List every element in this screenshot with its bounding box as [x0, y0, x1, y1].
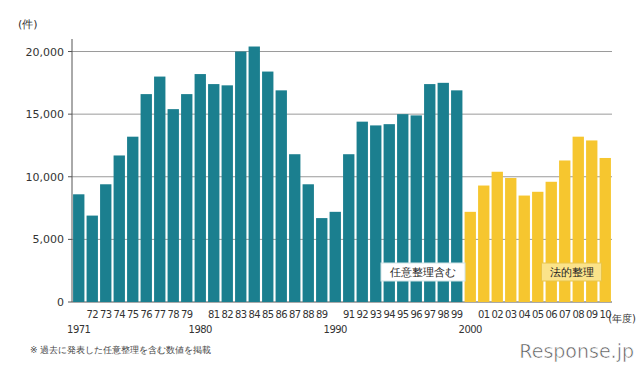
bar	[519, 196, 530, 302]
x-tick-label: 89	[316, 309, 328, 320]
series-label: 法的整理	[550, 266, 594, 279]
bar	[465, 212, 476, 302]
bar	[532, 192, 543, 302]
x-tick-label: 98	[437, 309, 449, 320]
x-tick-label: 82	[221, 309, 233, 320]
grid-line	[72, 302, 612, 303]
y-tick-label: 0	[57, 296, 64, 309]
bar	[343, 154, 354, 302]
bar	[208, 84, 219, 302]
bar	[492, 172, 503, 302]
bar	[303, 184, 314, 302]
y-tick-label: 20,000	[26, 46, 65, 59]
bar	[87, 216, 98, 302]
x-tick-label: 72	[86, 309, 98, 320]
bar	[478, 186, 489, 302]
x-tick-label: 04	[518, 309, 530, 320]
x-tick-label: 96	[410, 309, 422, 320]
y-axis-line	[72, 39, 73, 302]
tick-mark	[68, 239, 72, 240]
bar	[357, 122, 368, 302]
x-axis-title: (年度)	[608, 313, 636, 324]
x-tick-label: 73	[100, 309, 112, 320]
bar	[73, 194, 84, 302]
x-tick-label: 07	[559, 309, 571, 320]
tick-mark	[68, 114, 72, 115]
x-tick-label: 03	[505, 309, 517, 320]
x-tick-label: 78	[167, 309, 179, 320]
x-tick-label: 79	[181, 309, 193, 320]
x-tick-label: 75	[127, 309, 139, 320]
chart: 0 5,000 10,000 15,000 20,000 任意整理含む 法的整理 1971 72…	[0, 0, 640, 366]
bar	[114, 155, 125, 302]
bar	[195, 74, 206, 302]
bar	[222, 85, 233, 302]
x-tick-label: 81	[208, 309, 220, 320]
bar	[262, 72, 273, 302]
series-label-box	[381, 263, 465, 281]
x-tick-label: 84	[248, 309, 260, 320]
x-tick-label: 87	[289, 309, 301, 320]
bar	[127, 137, 138, 302]
tick-mark	[68, 302, 72, 303]
x-tick-label: 97	[424, 309, 436, 320]
x-tick-label: 01	[478, 309, 490, 320]
x-tick-label: 99	[451, 309, 463, 320]
watermark: Response.jp	[519, 340, 634, 362]
x-tick-label: 86	[275, 309, 287, 320]
x-tick-label: 74	[113, 309, 125, 320]
x-tick-label: 92	[356, 309, 368, 320]
bar	[235, 52, 246, 302]
y-axis-title: (件)	[18, 18, 38, 31]
tick-mark	[68, 176, 72, 177]
bar	[276, 90, 287, 302]
x-tick-label: 1980	[189, 324, 213, 335]
x-tick-label: 09	[586, 309, 598, 320]
footnote: ※ 過去に発表した任意整理を含む数値を掲載	[30, 345, 211, 355]
x-tick-label: 94	[383, 309, 395, 320]
bar	[370, 125, 381, 302]
bar	[289, 154, 300, 302]
y-tick-label: 15,000	[26, 108, 65, 121]
bar	[141, 94, 152, 302]
x-tick-label: 76	[140, 309, 152, 320]
x-tick-label: 06	[545, 309, 557, 320]
grid-line	[72, 114, 612, 115]
tick-mark	[68, 51, 72, 52]
x-tick-label: 08	[572, 309, 584, 320]
y-tick-label: 10,000	[26, 171, 65, 184]
bar	[181, 94, 192, 302]
series-label-box	[542, 263, 602, 281]
x-tick-label: 85	[262, 309, 274, 320]
x-tick-label: 83	[235, 309, 247, 320]
bar	[316, 218, 327, 302]
x-tick-label: 1971	[67, 324, 91, 335]
x-tick-label: 1990	[324, 324, 348, 335]
x-tick-label: 95	[397, 309, 409, 320]
bars	[73, 47, 611, 302]
bar	[100, 184, 111, 302]
bar	[249, 47, 260, 302]
x-tick-label: 05	[532, 309, 544, 320]
grid-line	[72, 176, 612, 177]
x-tick-label: 91	[343, 309, 355, 320]
bar	[546, 182, 557, 302]
bar	[330, 212, 341, 302]
grid-line	[72, 51, 612, 52]
bar	[168, 109, 179, 302]
x-tick-label: 93	[370, 309, 382, 320]
x-tick-label: 88	[302, 309, 314, 320]
x-tick-label: 2000	[459, 324, 483, 335]
bar	[505, 178, 516, 302]
x-tick-label: 77	[154, 309, 166, 320]
bar	[154, 77, 165, 302]
series-label: 任意整理含む	[389, 266, 456, 279]
x-tick-label: 02	[491, 309, 503, 320]
y-tick-label: 5,000	[33, 233, 65, 246]
grid-line	[72, 239, 612, 240]
